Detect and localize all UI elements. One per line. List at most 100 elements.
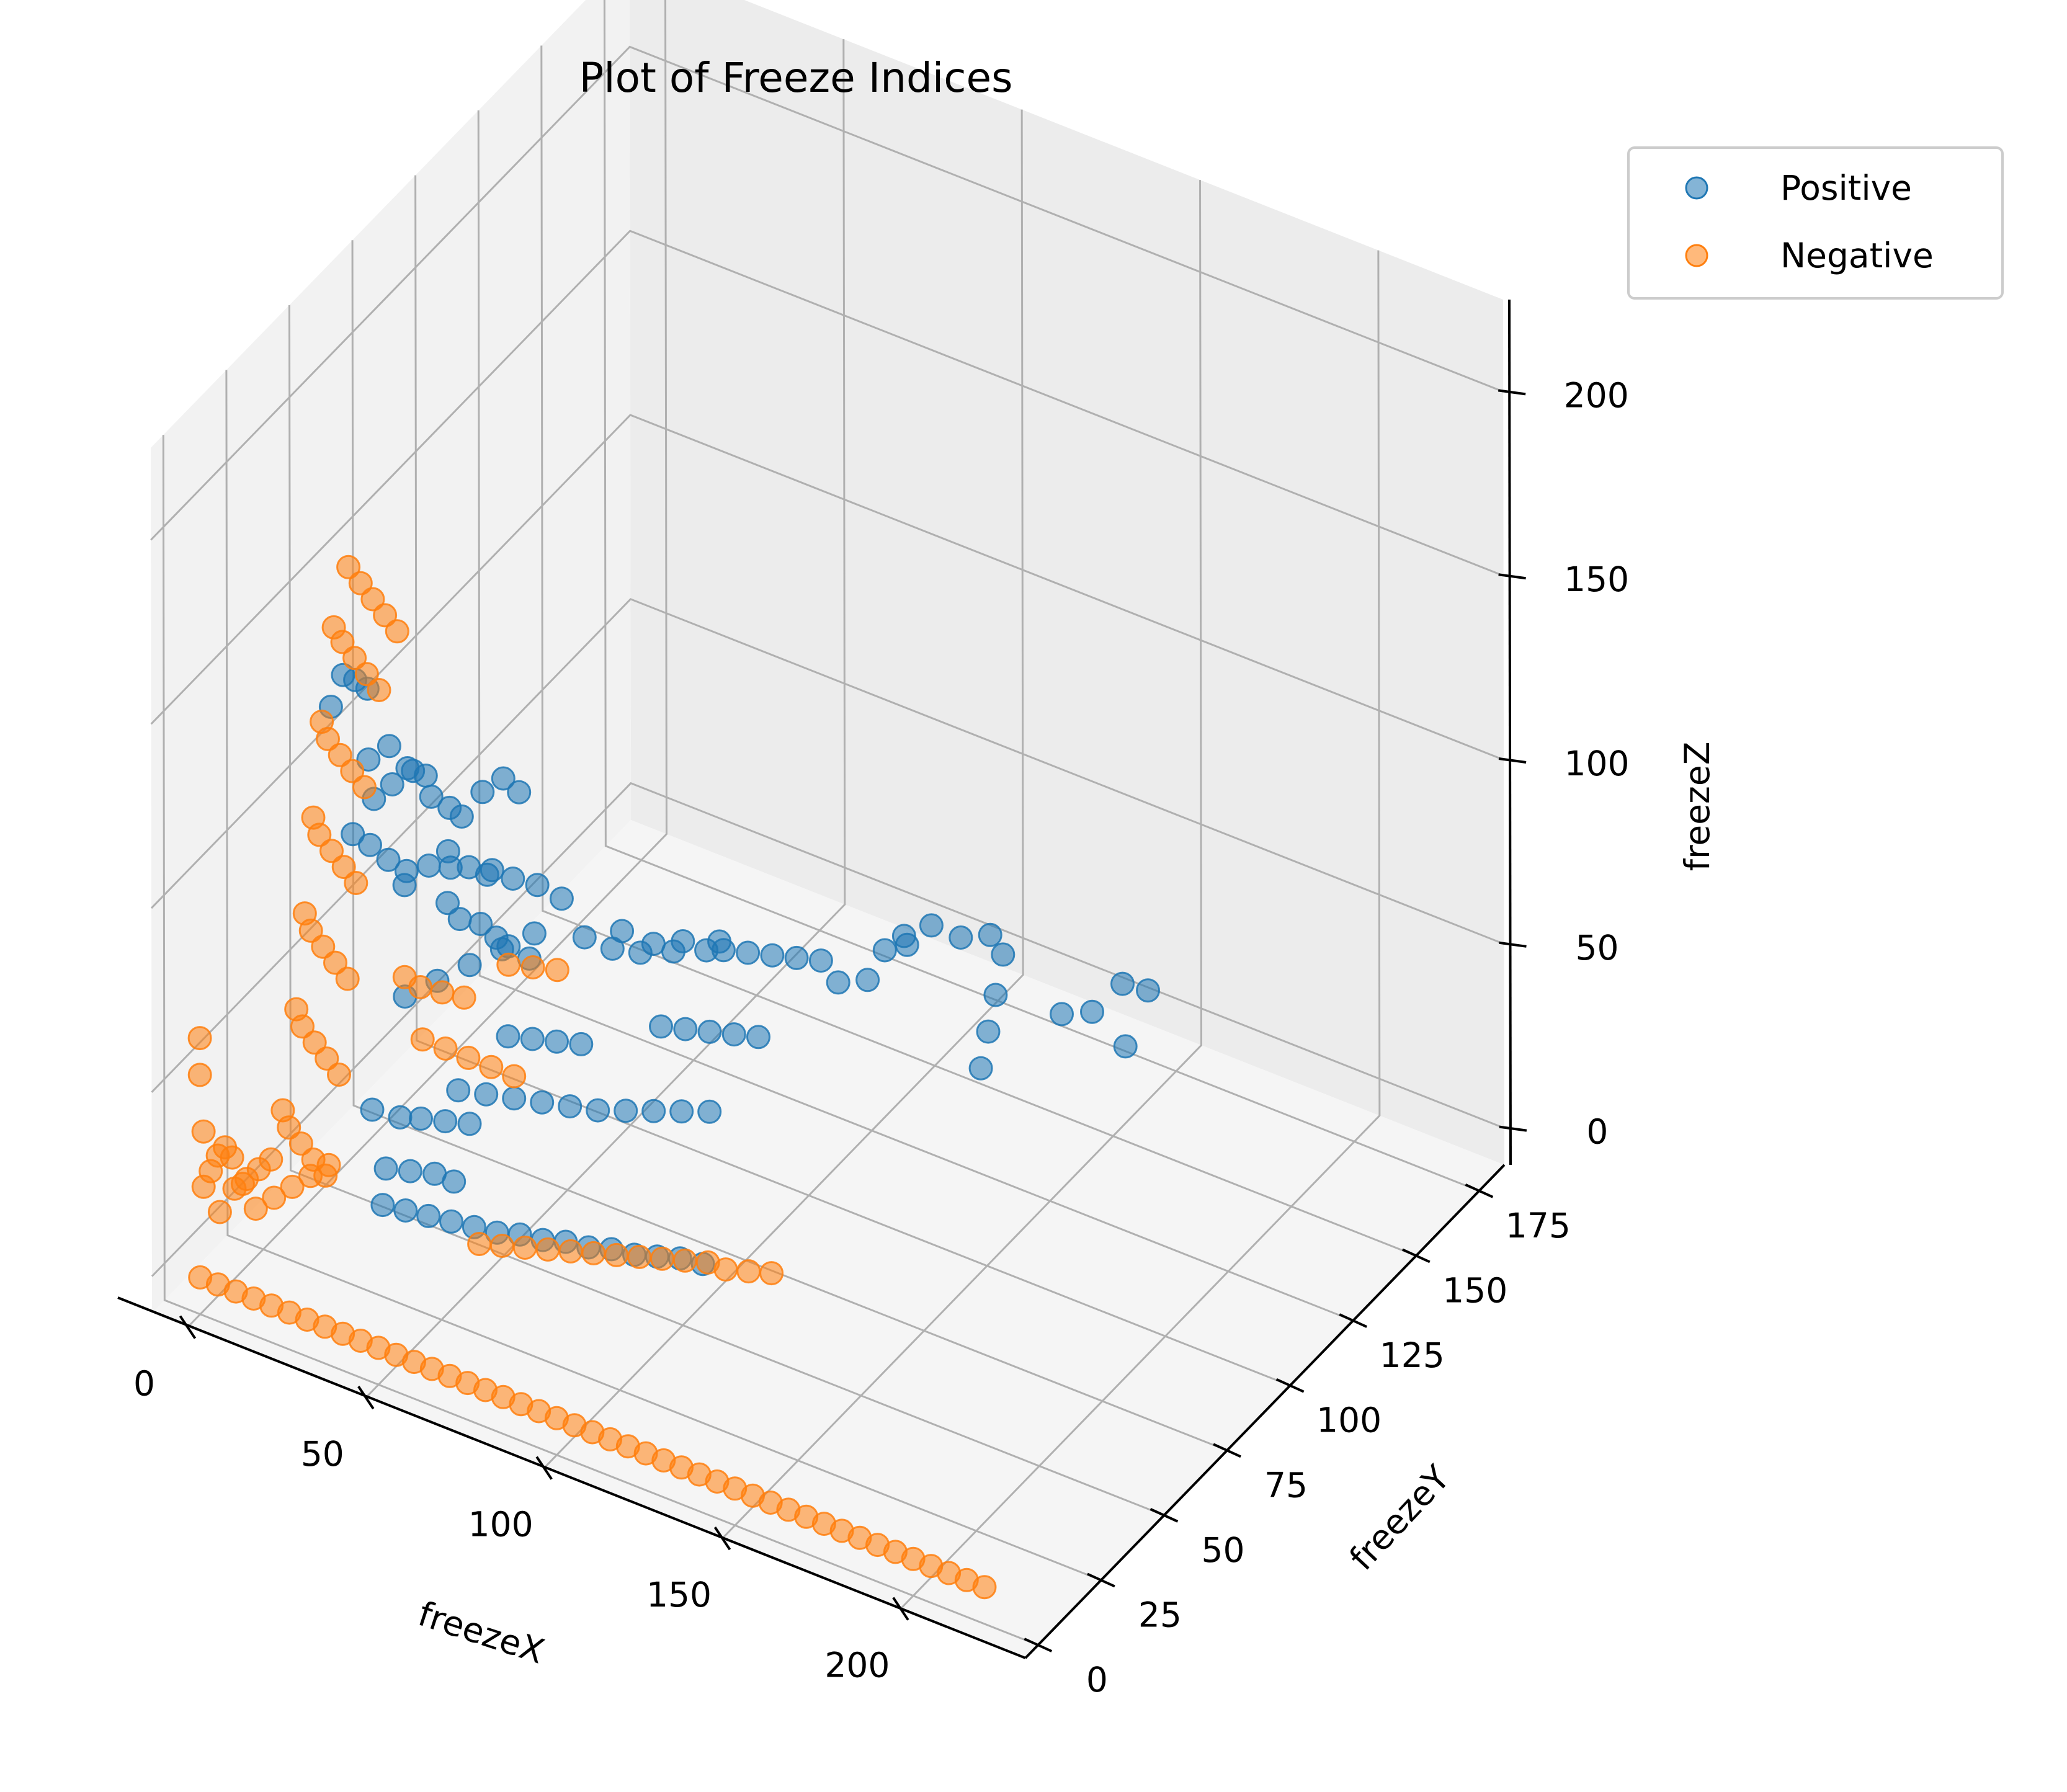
y-tick-label: 25 [1138,1595,1182,1634]
x-tick-mark [357,1386,375,1410]
data-point-negative [352,775,377,800]
x-tick-label: 100 [468,1505,533,1545]
legend-marker-negative [1685,244,1708,267]
data-point-positive [641,1099,666,1123]
data-point-positive [413,764,438,788]
data-point-positive [380,772,404,796]
data-point-positive [393,1198,418,1223]
data-point-positive [968,1056,993,1081]
data-point-positive [669,1099,694,1124]
data-point-negative [344,871,368,895]
data-point-positive [416,854,441,878]
data-point-negative [327,1063,351,1087]
data-point-negative [433,1036,458,1061]
x-tick-mark [535,1456,553,1480]
data-point-negative [354,662,379,687]
data-point-negative [496,952,521,977]
y-tick-mark [1024,1638,1053,1652]
y-tick-mark [1339,1313,1368,1328]
data-point-positive [614,1099,638,1123]
data-point-negative [520,955,545,979]
data-point-positive [491,766,516,791]
grid-line-y [288,305,1165,1517]
x-axis-line [117,1296,1026,1659]
grid-line-x [543,109,1024,1469]
data-point-positive [545,1029,569,1054]
data-point-negative [581,1241,606,1265]
grid-line-z [150,45,1504,541]
z-axis-label: freezeZ [1677,742,1717,871]
data-point-negative [650,1246,674,1271]
legend-label-negative: Negative [1780,236,1934,275]
data-point-positive [442,1169,467,1194]
data-point-positive [1136,978,1160,1003]
data-point-negative [262,1185,287,1210]
data-point-positive [976,1019,1001,1044]
data-point-negative [220,1145,244,1170]
data-point-negative [535,1237,560,1262]
data-point-positive [760,943,785,968]
data-point-negative [331,855,356,880]
legend: Positive Negative [1627,146,2004,300]
y-tick-mark [1150,1508,1179,1523]
data-point-positive [522,921,547,946]
x-tick-mark [713,1526,731,1551]
data-point-negative [336,555,361,579]
data-point-negative [627,1244,652,1269]
data-point-negative [298,1164,323,1188]
grid-line-x [900,250,1381,1610]
x-tick-label: 150 [646,1575,712,1615]
data-point-positive [978,922,1002,947]
data-point-negative [467,1232,492,1256]
data-point-negative [311,934,336,959]
y-tick-mark [1213,1443,1241,1458]
grid-line-y [477,110,1354,1322]
series-negative [187,555,997,1600]
data-point-negative [207,1200,232,1224]
data-point-negative [277,1115,301,1140]
data-point-positive [586,1098,610,1123]
data-point-negative [243,1197,268,1221]
data-point-negative [736,1259,761,1284]
x-tick-label: 0 [133,1364,155,1404]
data-point-positive [1050,1002,1074,1027]
data-point-positive [721,1022,746,1047]
data-point-negative [316,1152,341,1177]
z-tick-mark [1499,1125,1527,1132]
data-point-negative [502,1064,527,1089]
grid-line-y [540,45,1417,1257]
data-point-positive [341,822,365,847]
data-point-positive [1110,971,1135,996]
data-point-positive [507,780,532,805]
data-point-negative [319,839,344,863]
y-tick-label: 175 [1506,1206,1571,1246]
data-point-negative [307,822,332,847]
data-point-positive [549,886,574,911]
data-point-positive [439,1209,463,1234]
grid-line-z [151,782,1505,1277]
x-tick-label: 200 [824,1646,890,1685]
data-point-negative [456,1045,481,1070]
y-tick-label: 125 [1380,1335,1445,1375]
pane-back-right [630,0,1504,1165]
data-point-positive [826,970,850,995]
data-point-negative [330,630,355,654]
data-point-positive [746,1025,770,1050]
data-point-negative [385,619,409,644]
data-point-positive [697,1019,722,1044]
y-tick-mark [1087,1572,1115,1588]
pane-floor [152,820,1504,1658]
data-point-positive [707,929,732,954]
data-point-negative [489,1234,514,1258]
data-point-positive [447,907,472,932]
data-point-positive [891,924,916,948]
data-point-negative [191,1119,216,1144]
data-point-negative [187,1063,212,1087]
z-tick-label: 0 [1586,1112,1608,1152]
data-point-positive [525,873,550,898]
data-point-positive [496,1024,520,1049]
y-tick-label: 150 [1442,1270,1507,1310]
data-point-positive [398,1159,422,1184]
